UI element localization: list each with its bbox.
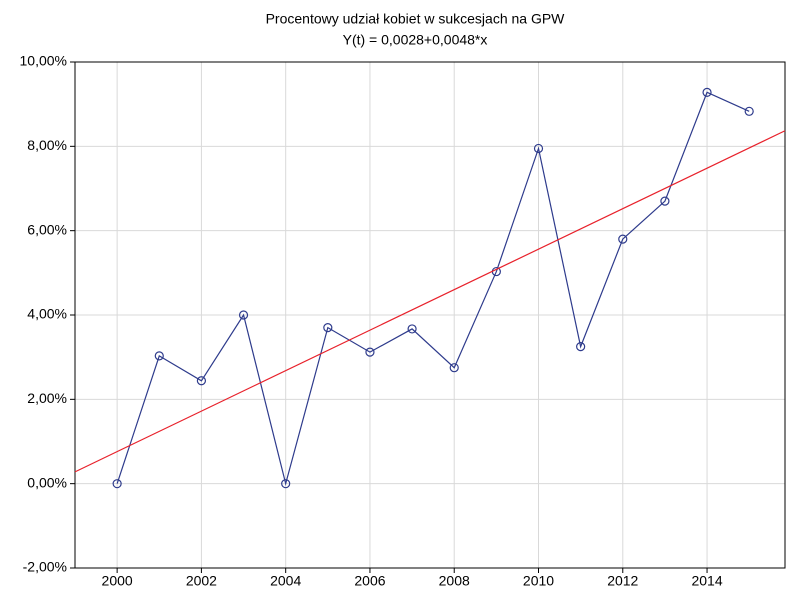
data-point: [533, 143, 544, 154]
data-point: [281, 479, 291, 489]
y-tick-label: 10,00%: [20, 53, 67, 69]
x-tick-label: 2008: [439, 573, 470, 589]
x-tick-label: 2014: [691, 573, 722, 589]
y-tick-label: 0,00%: [27, 474, 67, 490]
data-point: [744, 106, 754, 116]
data-line: [74, 130, 786, 473]
data-point: [660, 196, 670, 206]
data-point: [365, 347, 375, 357]
x-tick-label: 2012: [607, 573, 638, 589]
x-tick-label: 2002: [186, 573, 217, 589]
data-point: [112, 479, 122, 489]
x-tick-label: 2004: [270, 573, 301, 589]
y-tick-label: 4,00%: [27, 306, 67, 322]
data-point: [238, 310, 249, 320]
data-point: [449, 363, 459, 373]
data-point: [323, 323, 333, 333]
data-point: [407, 324, 417, 334]
x-tick-label: 2006: [354, 573, 385, 589]
data-point: [154, 351, 164, 361]
x-tick-label: 2000: [102, 573, 133, 589]
data-point: [702, 87, 712, 97]
y-tick-label: 2,00%: [27, 390, 67, 406]
plot-frame: [74, 61, 786, 569]
data-point: [576, 342, 586, 352]
x-tick-label: 2010: [523, 573, 554, 589]
y-tick-label: 6,00%: [27, 221, 67, 237]
data-line: [116, 91, 750, 487]
data-point: [618, 234, 628, 244]
y-tick-label: 8,00%: [27, 137, 67, 153]
y-tick-label: -2,00%: [23, 559, 67, 575]
chart-subtitle: Y(t) = 0,0028+0,0048*x: [343, 32, 488, 48]
chart-title: Procentowy udział kobiet w sukcesjach na…: [266, 11, 566, 27]
data-point: [196, 376, 207, 386]
